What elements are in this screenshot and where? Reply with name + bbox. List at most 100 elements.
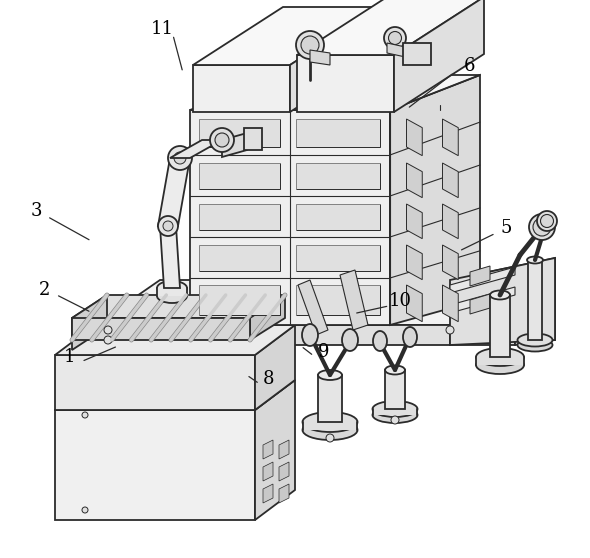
Ellipse shape [385,365,405,374]
Polygon shape [318,375,342,422]
Polygon shape [373,409,417,415]
Text: 10: 10 [389,292,411,310]
Polygon shape [476,357,524,365]
Polygon shape [95,325,450,345]
Circle shape [82,507,88,513]
Circle shape [210,128,234,152]
Polygon shape [160,226,180,288]
Circle shape [215,133,229,147]
Ellipse shape [517,334,552,347]
Polygon shape [290,7,380,112]
Bar [244,128,262,150]
Circle shape [82,412,88,418]
Polygon shape [450,280,515,345]
Circle shape [104,326,112,334]
Polygon shape [298,280,328,335]
Ellipse shape [527,257,543,263]
Polygon shape [297,0,484,55]
Polygon shape [407,245,422,280]
Bar [296,204,380,230]
Ellipse shape [302,324,318,346]
Ellipse shape [384,27,406,49]
Ellipse shape [476,356,524,374]
Ellipse shape [490,291,510,300]
Polygon shape [250,295,285,340]
Ellipse shape [372,401,418,417]
Polygon shape [387,43,410,58]
Polygon shape [310,50,330,65]
Polygon shape [279,462,289,481]
Ellipse shape [533,218,551,236]
Polygon shape [190,75,480,110]
Polygon shape [95,325,295,345]
Polygon shape [263,484,273,503]
Polygon shape [394,0,484,112]
Polygon shape [55,410,255,520]
Circle shape [446,326,454,334]
Text: 9: 9 [317,343,329,360]
Polygon shape [95,280,515,325]
Bar [199,163,280,189]
Ellipse shape [372,407,418,423]
Ellipse shape [342,329,358,351]
Polygon shape [450,287,515,313]
Polygon shape [193,7,380,65]
Ellipse shape [517,339,552,352]
Ellipse shape [318,370,342,380]
Polygon shape [279,440,289,459]
Polygon shape [470,294,490,314]
Polygon shape [450,267,515,293]
Circle shape [174,152,186,164]
Bar [199,204,280,230]
Polygon shape [297,55,394,112]
Circle shape [163,221,173,231]
Circle shape [158,216,178,236]
Polygon shape [190,110,390,325]
Polygon shape [407,285,422,321]
Polygon shape [442,285,458,321]
Ellipse shape [157,289,187,303]
Polygon shape [385,370,405,409]
Polygon shape [72,295,107,350]
Polygon shape [279,484,289,503]
Polygon shape [72,295,285,318]
Polygon shape [490,295,510,357]
Polygon shape [263,462,273,481]
Ellipse shape [476,348,524,366]
Polygon shape [303,422,357,430]
Bar [199,245,280,271]
Bar [403,43,431,65]
Polygon shape [255,325,295,410]
Polygon shape [515,258,555,345]
Text: 2: 2 [38,281,50,299]
Polygon shape [390,75,480,325]
Ellipse shape [540,214,553,228]
Polygon shape [340,270,368,330]
Polygon shape [55,325,295,355]
Bar [296,163,380,189]
Polygon shape [442,119,458,156]
Circle shape [168,146,192,170]
Bar [199,285,280,315]
Polygon shape [407,119,422,156]
Polygon shape [407,204,422,239]
Text: 1: 1 [64,348,76,366]
Polygon shape [442,204,458,239]
Text: 3: 3 [31,202,42,220]
Polygon shape [470,266,490,286]
Ellipse shape [388,31,402,45]
Text: 8: 8 [263,371,274,388]
Circle shape [391,416,399,424]
Text: 5: 5 [500,219,512,237]
Circle shape [326,434,334,442]
Polygon shape [193,65,290,112]
Polygon shape [407,163,422,198]
Text: 11: 11 [151,20,173,38]
Polygon shape [158,158,190,226]
Polygon shape [442,163,458,198]
Ellipse shape [403,327,417,347]
Bar [296,119,380,147]
Ellipse shape [303,420,358,440]
Ellipse shape [529,214,555,240]
Ellipse shape [537,211,557,231]
